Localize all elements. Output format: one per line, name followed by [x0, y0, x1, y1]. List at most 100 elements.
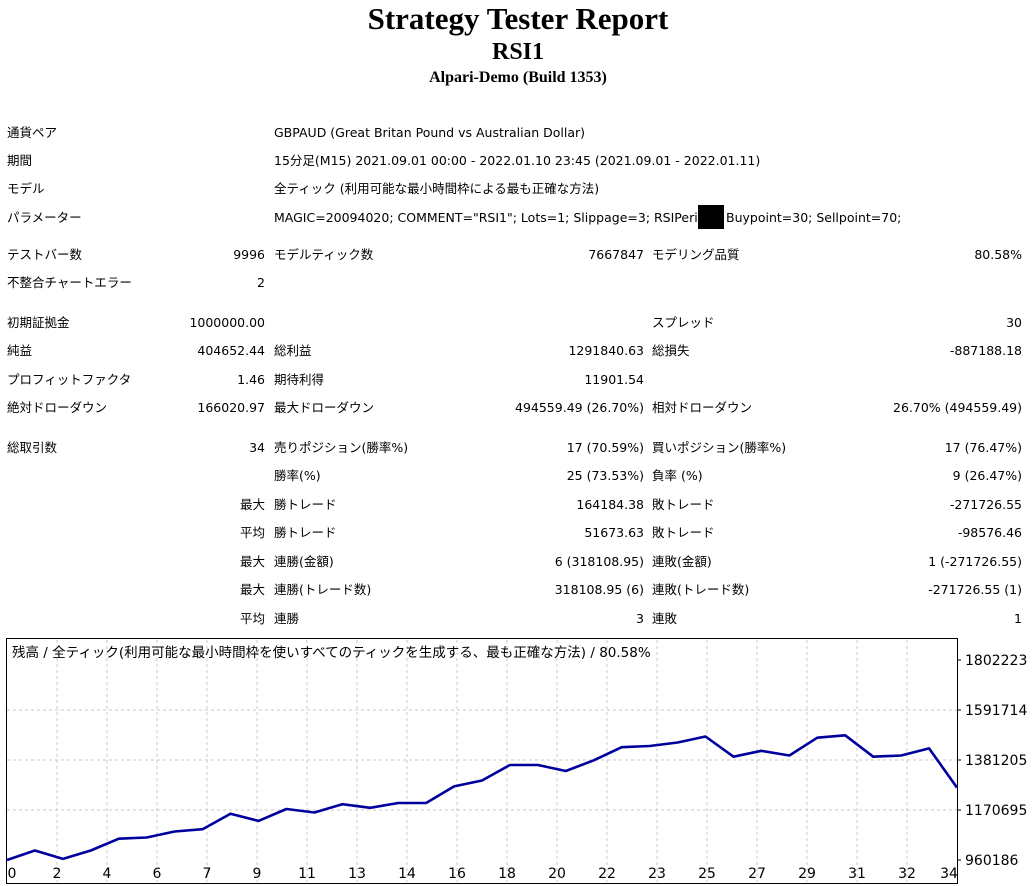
max-consecutive-2-label: 最大 [239, 582, 265, 597]
win-rate-value: 25 (73.53%) [566, 468, 644, 483]
model-label: モデル [7, 181, 45, 196]
net-profit-label: 純益 [7, 343, 33, 358]
absolute-drawdown-value: 166020.97 [197, 400, 265, 415]
relative-drawdown-value: 26.70% (494559.49) [893, 400, 1022, 415]
max-consecutive-profit-label: 連勝(トレード数) [274, 582, 372, 597]
ticks-label: モデルティック数 [274, 247, 374, 262]
win-rate-label: 勝率(%) [274, 468, 321, 483]
average-consecutive-wins-value: 3 [636, 611, 644, 626]
gross-profit-label: 総利益 [274, 343, 312, 358]
short-positions-label: 売りポジション(勝率%) [274, 440, 409, 455]
bars-label: テストバー数 [7, 247, 83, 262]
ticks-value: 7667847 [588, 247, 644, 262]
loss-rate-value: 9 (26.47%) [952, 468, 1022, 483]
loss-rate-label: 負率 (%) [652, 468, 703, 483]
x-tick-label: 13 [348, 866, 366, 882]
server-build: Alpari-Demo (Build 1353) [429, 69, 607, 86]
average-win-label: 勝トレード [274, 525, 337, 540]
x-tick-label: 4 [103, 866, 112, 882]
x-tick-label: 16 [448, 866, 466, 882]
x-tick-label: 7 [203, 866, 212, 882]
mismatch-value: 2 [257, 275, 265, 290]
deposit-label: 初期証拠金 [7, 315, 70, 330]
x-tick-label: 29 [798, 866, 816, 882]
max-consecutive-losses-label: 連敗(金額) [652, 554, 712, 569]
x-tick-label: 27 [748, 866, 766, 882]
balance-line [6, 734, 959, 862]
maximal-drawdown-label: 最大ドローダウン [274, 400, 375, 415]
average-loss-value: -98576.46 [957, 525, 1022, 540]
chart-grid [7, 640, 957, 882]
maximal-drawdown-value: 494559.49 (26.70%) [515, 400, 644, 415]
parameters-value-rest: Buypoint=30; Sellpoint=70; [726, 210, 902, 225]
symbol-label: 通貨ペア [7, 125, 58, 140]
max-consecutive-profit-value: 318108.95 (6) [554, 582, 644, 597]
parameters-value: MAGIC=20094020; COMMENT="RSI1"; Lots=1; … [274, 210, 724, 225]
x-tick-label: 2 [53, 866, 62, 882]
x-tick-label: 11 [298, 866, 316, 882]
x-tick-label: 25 [698, 866, 716, 882]
max-consecutive-wins-value: 6 (318108.95) [554, 554, 644, 569]
largest-label: 最大 [239, 497, 265, 512]
average-loss-label: 敗トレード [652, 525, 715, 540]
deposit-value: 1000000.00 [189, 315, 265, 330]
spread-value: 30 [1006, 315, 1022, 330]
chart-title: 残高 / 全ティック(利用可能な最小時間枠を使いすべてのティックを生成する、最も… [12, 645, 651, 661]
report-subtitle: RSI1 [491, 39, 545, 65]
short-positions-value: 17 (70.59%) [566, 440, 644, 455]
max-consecutive-losses-value: 1 (-271726.55) [928, 554, 1022, 569]
balance-chart: 0 2 4 6 7 9 11 13 14 16 18 20 22 23 25 27 29 31 32 34 18022… [6, 638, 1027, 884]
y-tick-label: 1170695 [965, 803, 1027, 819]
x-tick-label: 32 [898, 866, 916, 882]
period-label: 期間 [7, 153, 33, 168]
profit-factor-value: 1.46 [237, 372, 265, 387]
model-value: 全ティック (利用可能な最小時間枠による最も正確な方法) [274, 181, 600, 196]
y-tick-label: 960186 [965, 853, 1019, 869]
max-consecutive-wins-label: 連勝(金額) [274, 554, 334, 569]
report-title: Strategy Tester Report [367, 1, 669, 36]
expected-payoff-label: 期待利得 [274, 372, 325, 387]
symbol-value: GBPAUD (Great Britan Pound vs Australian… [274, 125, 586, 140]
average-label: 平均 [239, 525, 265, 540]
total-trades-value: 34 [249, 440, 265, 455]
x-tick-label: 31 [848, 866, 866, 882]
x-tick-label: 9 [253, 866, 262, 882]
relative-drawdown-label: 相対ドローダウン [652, 400, 753, 415]
x-tick-label: 0 [8, 866, 17, 882]
x-tick-label: 20 [548, 866, 566, 882]
redaction-box [698, 205, 724, 229]
largest-loss-value: -271726.55 [949, 497, 1022, 512]
x-axis-labels: 0 2 4 6 7 9 11 13 14 16 18 20 22 23 25 27 29 31 32 34 [8, 866, 958, 882]
y-tick-label: 1381205 [965, 753, 1027, 769]
average-consecutive-wins-label: 連勝 [274, 611, 300, 626]
y-tick-label: 1802223 [965, 653, 1027, 669]
plot-frame [6, 638, 958, 884]
x-tick-label: 22 [598, 866, 616, 882]
gross-profit-value: 1291840.63 [568, 343, 644, 358]
x-tick-label: 18 [498, 866, 516, 882]
y-axis-labels: 1802223 1591714 1381205 1170695 960186 [957, 653, 1027, 869]
mismatch-label: 不整合チャートエラー [7, 275, 132, 290]
quality-value: 80.58% [974, 247, 1022, 262]
average-win-value: 51673.63 [584, 525, 644, 540]
y-tick-label: 1591714 [965, 703, 1027, 719]
x-tick-label: 34 [940, 866, 958, 882]
max-consecutive-loss-value: -271726.55 (1) [928, 582, 1022, 597]
largest-win-value: 164184.38 [576, 497, 644, 512]
parameters-label: パラメーター [7, 210, 82, 225]
average-consecutive-losses-label: 連敗 [652, 611, 678, 626]
gross-loss-value: -887188.18 [949, 343, 1022, 358]
gross-loss-label: 総損失 [652, 343, 690, 358]
bars-value: 9996 [233, 247, 265, 262]
total-trades-label: 総取引数 [7, 440, 58, 455]
x-tick-label: 6 [153, 866, 162, 882]
absolute-drawdown-label: 絶対ドローダウン [7, 400, 108, 415]
average-consecutive-losses-value: 1 [1014, 611, 1022, 626]
quality-label: モデリング品質 [652, 247, 740, 262]
x-tick-label: 23 [648, 866, 666, 882]
spread-label: スプレッド [652, 315, 715, 330]
largest-loss-label: 敗トレード [652, 497, 715, 512]
long-positions-value: 17 (76.47%) [944, 440, 1022, 455]
long-positions-label: 買いポジション(勝率%) [652, 440, 787, 455]
max-consecutive-label: 最大 [239, 554, 265, 569]
